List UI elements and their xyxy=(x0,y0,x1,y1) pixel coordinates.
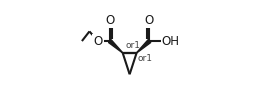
Polygon shape xyxy=(137,40,151,53)
Text: OH: OH xyxy=(161,35,180,48)
Text: or1: or1 xyxy=(125,41,140,50)
Text: O: O xyxy=(105,14,114,27)
Text: or1: or1 xyxy=(138,54,153,63)
Text: O: O xyxy=(93,35,103,48)
Polygon shape xyxy=(109,40,123,53)
Text: O: O xyxy=(145,14,154,27)
